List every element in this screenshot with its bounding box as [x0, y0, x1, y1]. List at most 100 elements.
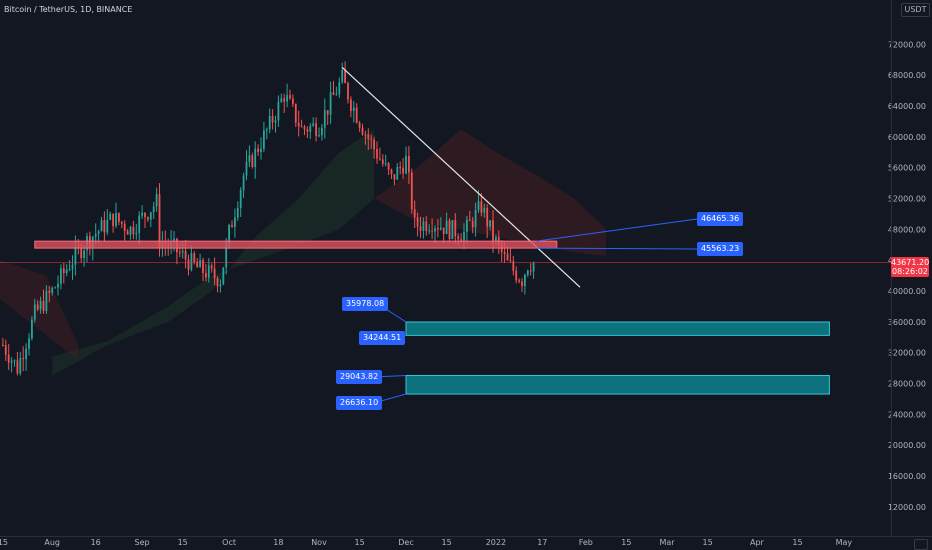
time-axis-separator [0, 536, 932, 537]
candle-body [471, 220, 474, 228]
price-tick-label: 48000.00 [888, 225, 926, 234]
candle-body [483, 207, 486, 213]
support-zone-1 [405, 321, 830, 336]
candle-body [410, 172, 413, 210]
candle-body [132, 226, 135, 235]
candle-body [384, 163, 387, 165]
candle-body [149, 212, 152, 220]
support1-bottom-callout[interactable]: 34244.51 [359, 331, 406, 345]
candle-body [434, 227, 436, 232]
candle-body [239, 190, 242, 208]
candle-body [45, 291, 48, 311]
candle-body [445, 220, 448, 235]
candle-body [60, 268, 62, 284]
candle-body [13, 360, 16, 362]
axis-settings-button[interactable] [914, 539, 928, 550]
bar-countdown: 08:26:02 [892, 267, 928, 276]
candle-body [277, 101, 280, 121]
descending-trendline [341, 66, 581, 288]
candle-body [503, 251, 506, 254]
candle-body [381, 159, 384, 164]
support1-top-callout[interactable]: 35978.08 [342, 297, 389, 311]
resistance-zone [34, 240, 558, 249]
candle-body [506, 253, 509, 261]
candle-body [529, 270, 532, 272]
candle-body [155, 194, 158, 207]
candle-body [25, 348, 27, 360]
candle-body [158, 194, 161, 249]
time-tick-label: 18 [273, 538, 283, 547]
candle-body [251, 155, 254, 167]
candle-body [352, 107, 355, 111]
candle-body [341, 69, 344, 83]
candle-body [468, 219, 471, 221]
candle-body [315, 123, 317, 136]
candle-body [109, 213, 112, 220]
candle-body [364, 134, 367, 136]
candle-body [518, 280, 520, 282]
candle-body [80, 247, 83, 259]
candle-body [358, 122, 361, 128]
candle-body [419, 226, 422, 231]
candle-body [370, 138, 373, 140]
last-price-value: 43671.20 [891, 258, 930, 267]
symbol-title[interactable]: Bitcoin / TetherUS, 1D, BINANCE [4, 5, 133, 14]
candle-body [115, 213, 117, 227]
candle-body [231, 225, 233, 228]
candle-body [515, 270, 518, 281]
candle-body [216, 278, 219, 287]
candle-body [402, 167, 404, 174]
candle-body [199, 260, 201, 268]
candle-body [54, 287, 56, 289]
candle-body [173, 238, 175, 242]
candle-body [347, 83, 349, 100]
candle-body [480, 201, 483, 213]
candle-body [222, 267, 225, 285]
candle-body [477, 201, 480, 211]
price-tick-label: 64000.00 [888, 102, 926, 111]
time-tick-label: 2022 [486, 538, 506, 547]
candle-body [408, 155, 410, 173]
time-tick-label: Oct [222, 538, 236, 547]
candle-body [68, 269, 71, 271]
candle-body [74, 246, 77, 265]
candle-body [271, 115, 274, 123]
currency-label[interactable]: USDT [901, 3, 930, 17]
time-tick-label: 15 [355, 538, 365, 547]
candle-body [242, 175, 245, 191]
candle-body [524, 274, 526, 287]
resistance-top-callout[interactable]: 46465.36 [697, 212, 744, 226]
candle-body [399, 166, 402, 168]
candle-body [466, 219, 468, 232]
candle-body [422, 221, 425, 231]
candle-body [318, 135, 320, 137]
candle-body [254, 148, 257, 167]
candle-body [263, 130, 265, 149]
candle-body [141, 212, 143, 216]
candle-body [2, 344, 4, 346]
candle-body [509, 260, 512, 262]
candle-body [413, 209, 416, 218]
price-tick-label: 28000.00 [888, 380, 926, 389]
candle-body [236, 207, 239, 218]
callout-connector [536, 247, 698, 250]
time-tick-label: 15 [178, 538, 188, 547]
candle-body [62, 268, 65, 274]
candle-body [19, 357, 22, 374]
support2-top-callout[interactable]: 29043.82 [336, 370, 383, 384]
candle-body [474, 210, 477, 228]
candle-body [196, 261, 199, 268]
price-tick-label: 60000.00 [888, 133, 926, 142]
candle-body [497, 237, 500, 244]
candle-body [260, 148, 262, 152]
candle-body [405, 155, 407, 174]
support2-bottom-callout[interactable]: 26636.10 [336, 396, 383, 410]
price-tick-label: 16000.00 [888, 472, 926, 481]
candle-body [321, 127, 323, 136]
candle-body [7, 354, 10, 363]
candle-body [532, 262, 535, 272]
resistance-bottom-callout[interactable]: 45563.23 [697, 242, 744, 256]
candle-body [83, 250, 85, 259]
